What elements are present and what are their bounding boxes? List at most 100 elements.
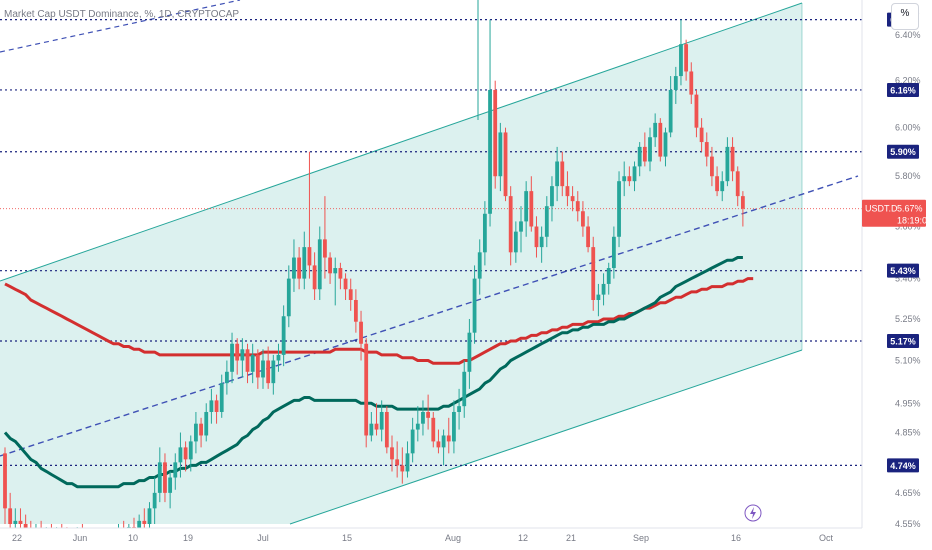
candle-body xyxy=(653,122,658,138)
candle-58 xyxy=(302,231,307,290)
candle-105 xyxy=(544,196,549,248)
candle-69 xyxy=(359,310,363,361)
moving-average-1 xyxy=(3,256,743,489)
candle-95 xyxy=(493,80,498,189)
candle-128 xyxy=(663,127,668,167)
candle-133 xyxy=(689,62,694,104)
price-line-label: 5.90% xyxy=(890,147,916,157)
candle-134 xyxy=(694,89,699,138)
time-tick-label: 12 xyxy=(518,533,528,543)
channel-upper-line xyxy=(0,2,803,282)
candle-40 xyxy=(209,388,214,424)
candle-body xyxy=(570,196,575,202)
price-line-label-bg xyxy=(887,458,919,473)
chart-title: Market Cap USDT Dominance, %, 1D, CRYPTO… xyxy=(4,9,240,20)
candle-126 xyxy=(653,113,658,147)
candle-body xyxy=(699,127,704,143)
candle-body xyxy=(384,411,389,448)
candle-53 xyxy=(276,343,281,372)
candle-body xyxy=(632,166,637,182)
time-tick-label: Aug xyxy=(445,533,461,543)
time-axis[interactable]: 22 Jun 10 19 Jul 15 Aug 12 21 Sep 16 Oct xyxy=(0,527,932,550)
candle-94 xyxy=(488,19,492,227)
candle-body xyxy=(673,76,678,90)
candle-99 xyxy=(513,221,518,263)
candle-body xyxy=(194,423,198,442)
time-tick-label: Sep xyxy=(633,533,649,543)
candle-body xyxy=(286,278,291,317)
candle-body xyxy=(591,247,596,300)
candle-132 xyxy=(684,39,689,81)
candle-body xyxy=(338,268,343,279)
candle-body xyxy=(684,44,689,72)
candle-body xyxy=(601,283,606,295)
price-tick-label: 4.55% xyxy=(895,519,921,529)
candle-body xyxy=(421,411,425,424)
candle-body xyxy=(240,349,245,361)
candle-140 xyxy=(725,137,730,187)
candle-74 xyxy=(384,406,389,454)
candle-106 xyxy=(550,176,554,222)
candle-body xyxy=(317,239,322,290)
price-line-label: 5.17% xyxy=(890,336,916,346)
candle-90 xyxy=(467,318,472,389)
candle-82 xyxy=(426,394,431,430)
candle-73 xyxy=(379,400,384,442)
time-tick-label: Jul xyxy=(257,533,269,543)
candle-body xyxy=(157,462,162,493)
candle-117 xyxy=(606,262,611,295)
horizontal-lines xyxy=(0,19,888,466)
candle-62 xyxy=(323,196,327,279)
candle-body xyxy=(292,257,296,279)
price-line-label: 5.43% xyxy=(890,266,916,276)
candle-body xyxy=(245,349,250,372)
candle-80 xyxy=(415,406,420,442)
channel-lower-line xyxy=(289,349,803,525)
candle-body xyxy=(312,265,317,290)
candle-body xyxy=(328,257,332,274)
candle-body xyxy=(353,299,358,322)
dashed-top-line xyxy=(0,0,241,53)
candle-119 xyxy=(617,171,621,248)
candle-body xyxy=(472,278,477,333)
candle-body xyxy=(436,441,441,448)
candle-body xyxy=(271,360,276,384)
candle-body xyxy=(379,411,384,430)
candle-body xyxy=(482,213,487,253)
candle-104 xyxy=(539,226,544,263)
candle-body xyxy=(18,520,23,524)
candle-body xyxy=(524,191,529,222)
candle-100 xyxy=(519,206,523,253)
candle-71 xyxy=(369,411,374,442)
candle-body xyxy=(596,294,601,300)
candle-body xyxy=(704,142,709,157)
candle-body xyxy=(519,221,523,232)
candle-68 xyxy=(353,289,358,333)
candle-body xyxy=(178,447,183,463)
candle-111 xyxy=(575,191,580,222)
candle-body xyxy=(168,477,173,493)
candle-body xyxy=(715,176,719,192)
candle-60 xyxy=(312,252,317,300)
price-line-label-bg xyxy=(887,82,919,97)
candle-body xyxy=(219,383,224,412)
candle-51 xyxy=(266,346,271,389)
candle-body xyxy=(642,146,647,162)
last-price-countdown: 18:19:00 xyxy=(897,216,932,226)
candle-body xyxy=(457,406,461,412)
candle-body xyxy=(333,268,338,274)
price-tick-label: 5.80% xyxy=(895,171,921,181)
price-axis[interactable]: 6.40%6.20%6.00%5.80%5.60%5.40%5.25%5.10%… xyxy=(861,0,932,529)
candle-body xyxy=(539,236,544,248)
moving-averages xyxy=(3,256,754,489)
candle-body xyxy=(8,508,13,524)
time-tick-label: 19 xyxy=(183,533,193,543)
candle-body xyxy=(710,156,714,177)
candle-67 xyxy=(348,278,353,311)
percent-scale-toggle[interactable]: % xyxy=(891,3,919,30)
time-tick-label: 16 xyxy=(731,533,741,543)
candle-body xyxy=(689,71,694,95)
candle-body xyxy=(343,278,348,290)
candle-body xyxy=(261,360,265,378)
